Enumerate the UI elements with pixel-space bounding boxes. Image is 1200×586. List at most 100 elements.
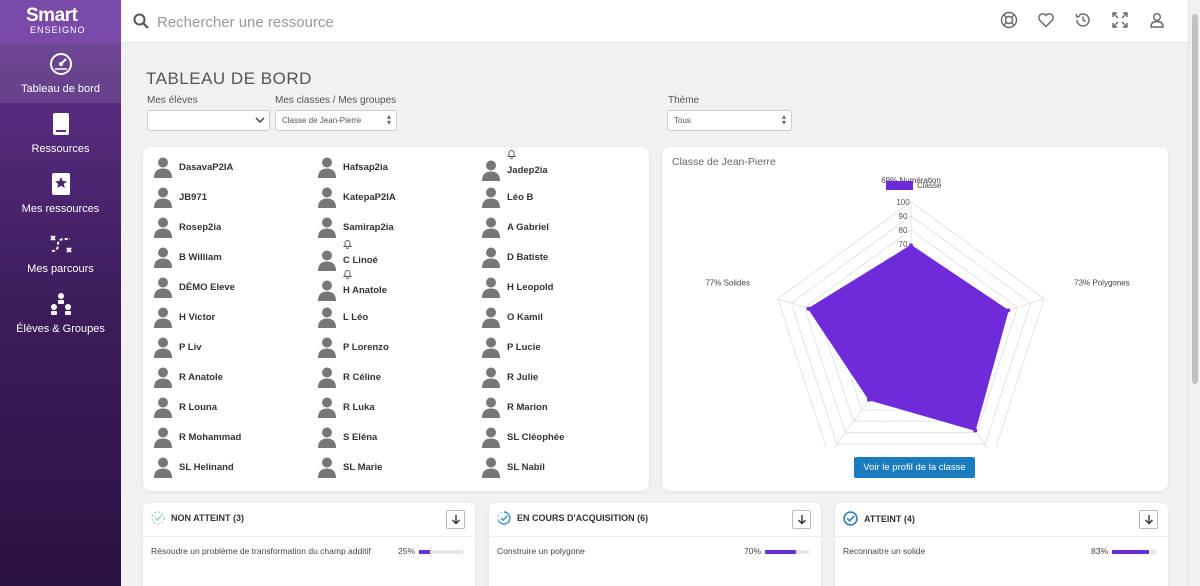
student-name: R Marion [507, 401, 548, 413]
avatar-icon [317, 456, 337, 478]
student-item[interactable]: Léo B [481, 185, 533, 209]
student-item[interactable]: P Liv [153, 335, 202, 359]
student-name: R Mohammad [179, 431, 242, 443]
download-button[interactable] [792, 510, 811, 529]
book-icon [52, 113, 69, 135]
scrollbar[interactable] [1188, 0, 1200, 586]
student-item[interactable]: DasavaP2IA [153, 155, 233, 179]
radar-grid-ring [777, 201, 1045, 447]
search-input[interactable] [157, 8, 757, 36]
bell-icon[interactable] [342, 239, 353, 251]
student-item[interactable]: R Julie [481, 365, 538, 389]
nav-item-eleves-groupes[interactable]: Élèves & Groupes [0, 283, 121, 343]
student-item[interactable]: P Lucie [481, 335, 541, 359]
legend-label: Classe [917, 181, 942, 190]
radar-scale-label: 70 [899, 240, 908, 249]
status-title: EN COURS D'ACQUISITION (6) [517, 513, 649, 523]
view-class-profile-button[interactable]: Voir le profil de la classe [854, 457, 975, 478]
classes-select[interactable]: Classe de Jean-Pierre ▴ ▾ [275, 110, 397, 131]
help-icon[interactable] [1000, 11, 1020, 31]
chart-title: Classe de Jean-Pierre [672, 156, 776, 168]
students-select[interactable] [147, 110, 270, 131]
student-item[interactable]: R Mohammad [153, 425, 241, 449]
nav-item-ressources[interactable]: Ressources [0, 103, 121, 163]
student-item[interactable]: SL Helinand [153, 455, 234, 479]
heart-icon[interactable] [1037, 11, 1057, 31]
student-name: H Victor [179, 311, 216, 323]
student-item[interactable]: D Batiste [481, 245, 548, 269]
student-item[interactable]: R Luka [317, 395, 375, 419]
avatar-icon [153, 276, 173, 298]
nav-item-mes-ressources[interactable]: Mes ressources [0, 163, 121, 223]
student-item[interactable]: B William [153, 245, 222, 269]
student-name: A Gabriel [507, 221, 549, 233]
radar-scale-label: 80 [899, 226, 908, 235]
student-name: H Anatole [343, 284, 387, 296]
student-item[interactable]: Rosep2ia [153, 215, 221, 239]
history-icon[interactable] [1074, 11, 1094, 31]
student-item[interactable]: KatepaP2IA [317, 185, 396, 209]
skill-row[interactable]: Résoudre un problème de transformation d… [151, 546, 463, 560]
download-button[interactable] [446, 510, 465, 529]
top-icons [1000, 11, 1168, 31]
brand-logo[interactable]: Smart ENSEIGNO [0, 0, 121, 43]
avatar-icon [317, 279, 337, 301]
skill-row[interactable]: Reconnaitre un solide 83% [843, 546, 1156, 560]
student-item[interactable]: L Léo [317, 305, 368, 329]
avatar-icon [317, 306, 337, 328]
nav-item-mes-parcours[interactable]: Mes parcours [0, 223, 121, 283]
scroll-thumb[interactable] [1192, 14, 1198, 384]
student-item[interactable]: S Eléna [317, 425, 377, 449]
route-icon [49, 235, 72, 253]
student-item[interactable]: SL Marie [317, 455, 382, 479]
student-item[interactable]: SL Cléophée [481, 425, 564, 449]
avatar-icon [317, 249, 337, 271]
student-item[interactable]: H Leopold [481, 275, 553, 299]
avatar-icon [481, 186, 501, 208]
student-item[interactable]: R Louna [153, 395, 217, 419]
student-name: SL Cléophée [507, 431, 565, 443]
radar-series-area [807, 244, 1009, 431]
radar-grid-ring [790, 215, 1032, 445]
nav-item-tableau-de-bord[interactable]: Tableau de bord [0, 43, 121, 103]
avatar-icon [153, 336, 173, 358]
skill-label: Construire un polygone [497, 546, 585, 556]
student-item[interactable]: R Céline [317, 365, 381, 389]
updown-icon: ▴ ▾ [386, 112, 391, 127]
student-item[interactable]: O Kamil [481, 305, 543, 329]
students-filter-label: Mes élèves [147, 95, 198, 106]
student-item[interactable]: Samirap2ia [317, 215, 394, 239]
download-button[interactable] [1139, 510, 1158, 529]
bell-icon[interactable] [506, 149, 517, 161]
fullscreen-icon[interactable] [1111, 11, 1131, 31]
student-item[interactable]: Hafsap2ia [317, 155, 388, 179]
skill-label: Résoudre un problème de transformation d… [151, 546, 371, 556]
student-item[interactable]: SL Nabil [481, 455, 545, 479]
student-item[interactable]: C Linoé [317, 240, 378, 272]
student-name: SL Nabil [507, 461, 545, 473]
student-item[interactable]: A Gabriel [481, 215, 549, 239]
status-header: NON ATTEINT (3) [151, 511, 244, 525]
student-name: R Julie [507, 371, 539, 383]
avatar-icon [317, 336, 337, 358]
student-item[interactable]: P Lorenzo [317, 335, 389, 359]
student-item[interactable]: R Anatole [153, 365, 223, 389]
student-item[interactable]: H Victor [153, 305, 215, 329]
skill-row[interactable]: Construire un polygone 70% [497, 546, 809, 560]
theme-select[interactable]: Tous ▴ ▾ [667, 110, 792, 131]
status-header: EN COURS D'ACQUISITION (6) [497, 511, 648, 525]
student-item[interactable]: Jadep2ia [481, 150, 548, 182]
student-item[interactable]: R Marion [481, 395, 548, 419]
user-icon[interactable] [1148, 11, 1168, 31]
legend-swatch [886, 181, 913, 190]
student-item[interactable]: H Anatole [317, 270, 387, 302]
student-item[interactable]: DÉMO Eleve [153, 275, 235, 299]
bell-icon[interactable] [342, 269, 353, 281]
check-circle-icon [843, 511, 858, 526]
radar-point [867, 397, 872, 402]
student-name: D Batiste [507, 251, 549, 263]
search-icon[interactable] [133, 13, 149, 29]
student-name: R Anatole [179, 371, 223, 383]
student-item[interactable]: JB971 [153, 185, 207, 209]
